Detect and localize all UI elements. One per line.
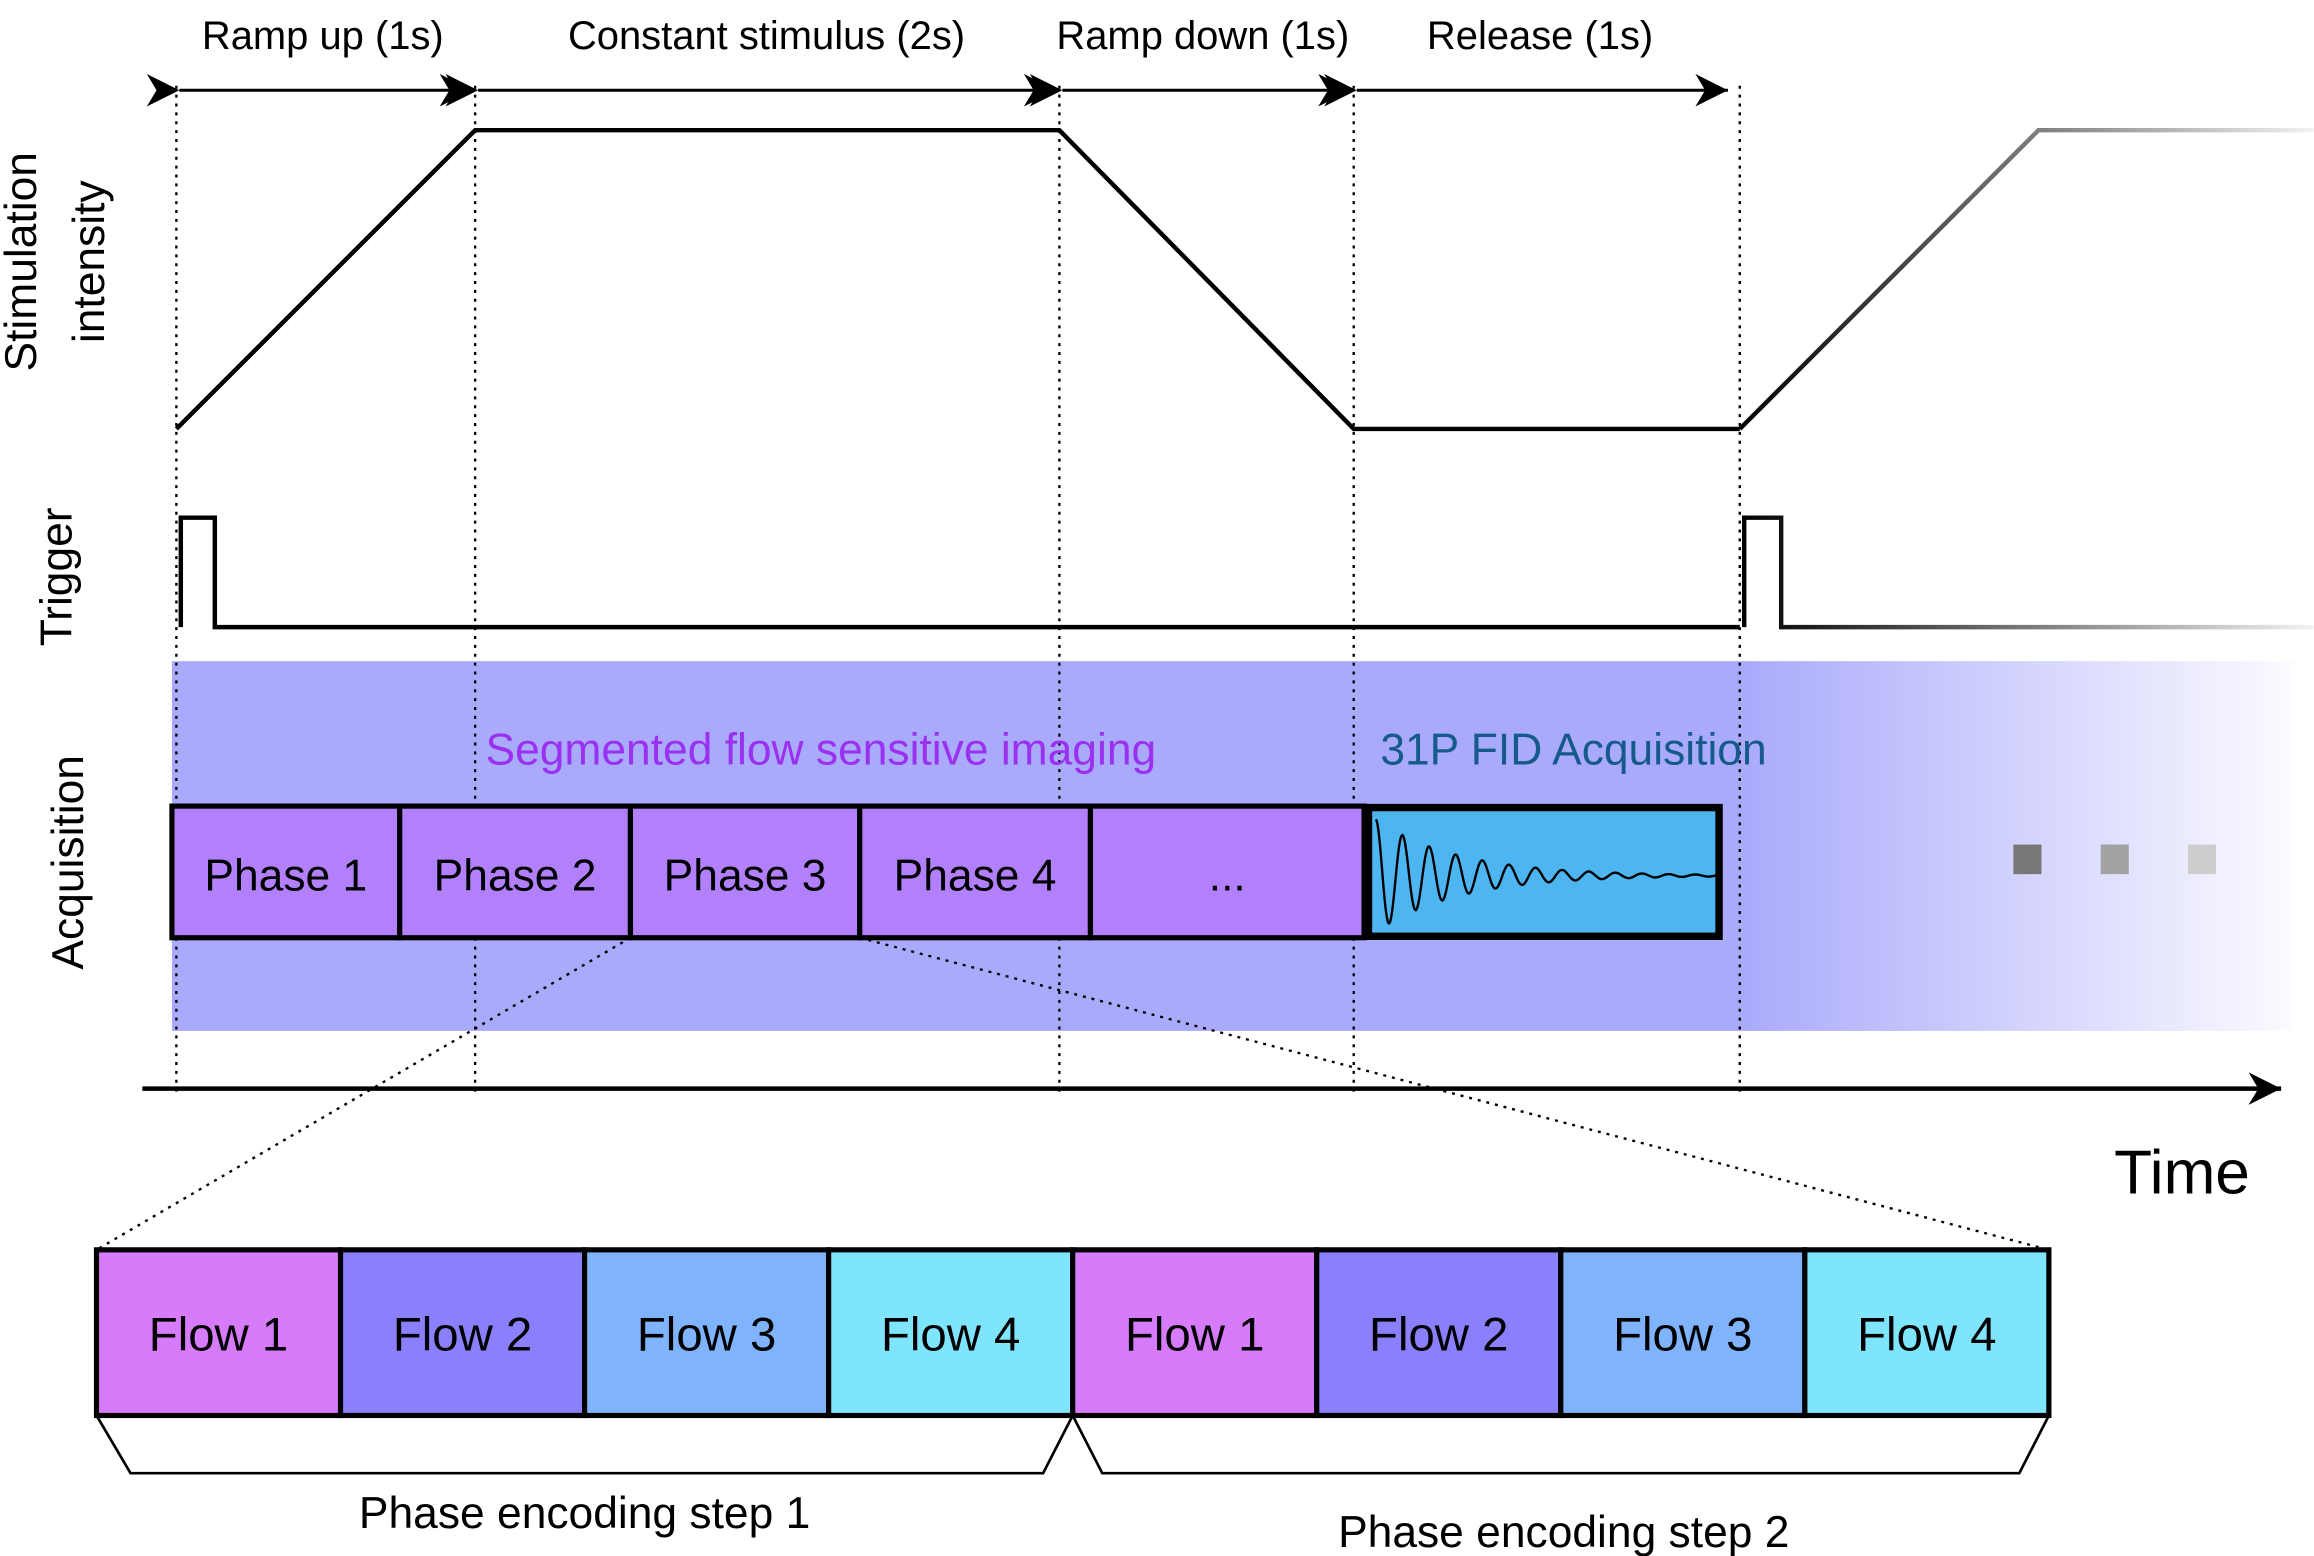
flow-box (1314, 1247, 1564, 1419)
stimulation-intensity-line (174, 127, 1740, 432)
timing-label: Release (1s) (1427, 14, 1653, 58)
y-label-acquisition: Acquisition (44, 755, 93, 970)
timing-label: Ramp up (1s) (202, 14, 444, 58)
phase-label: Phase 2 (434, 851, 597, 900)
flow-label: Flow 1 (149, 1308, 288, 1361)
fid-acquisition-box (1364, 803, 1723, 940)
flow-box (582, 1247, 832, 1419)
phase-encoding-bracket-1 (95, 1414, 1074, 1475)
y-label-stimulation: Stimulation (0, 152, 46, 371)
trigger-continuation (1741, 515, 2314, 630)
phase-encoding-bracket-2 (1071, 1414, 2051, 1475)
fid-acquisition-label: 31P FID Acquisition (1380, 726, 1766, 775)
flow-label: Flow 3 (637, 1308, 776, 1361)
flow-label: Flow 4 (1857, 1308, 1996, 1361)
flow-box (1070, 1247, 1320, 1419)
flow-box (93, 1247, 344, 1419)
segmented-imaging-label: Segmented flow sensitive imaging (485, 726, 1156, 775)
flow-label: Flow 3 (1613, 1308, 1752, 1361)
phase-label: ... (1209, 851, 1246, 900)
phase-box (1087, 803, 1367, 941)
zoom-guide-lines (95, 936, 2050, 1251)
y-label-trigger: Trigger (32, 507, 81, 646)
phase-box (397, 803, 634, 941)
flow-label: Flow 2 (393, 1308, 532, 1361)
phase-label: Phase 4 (894, 851, 1057, 900)
continuation-dot (2013, 844, 2042, 875)
fid-signal-wave (1374, 818, 1717, 925)
flow-label: Flow 4 (881, 1308, 1020, 1361)
stimulation-intensity-continuation (1738, 127, 2314, 431)
continuation-dot (2100, 844, 2129, 875)
phase-encoding-step-label: Phase encoding step 1 (359, 1489, 810, 1538)
phase-label: Phase 1 (204, 851, 367, 900)
flow-box (337, 1247, 588, 1419)
timing-label: Constant stimulus (2s) (568, 14, 965, 58)
flow-box (826, 1247, 1076, 1419)
flow-label: Flow 2 (1369, 1308, 1508, 1361)
flow-label: Flow 1 (1125, 1308, 1264, 1361)
flow-box (1802, 1247, 2052, 1419)
phase-box (627, 803, 863, 941)
phase-box (169, 803, 403, 941)
phase-encoding-step-label: Phase encoding step 2 (1338, 1508, 1789, 1556)
time-axis-label: Time (2114, 1139, 2250, 1208)
y-label-intensity: intensity (65, 180, 114, 344)
trigger-line (178, 515, 1740, 630)
phase-box (857, 803, 1094, 941)
phase-label: Phase 3 (664, 851, 827, 900)
timing-label: Ramp down (1s) (1056, 14, 1349, 58)
continuation-dot (2187, 844, 2217, 875)
